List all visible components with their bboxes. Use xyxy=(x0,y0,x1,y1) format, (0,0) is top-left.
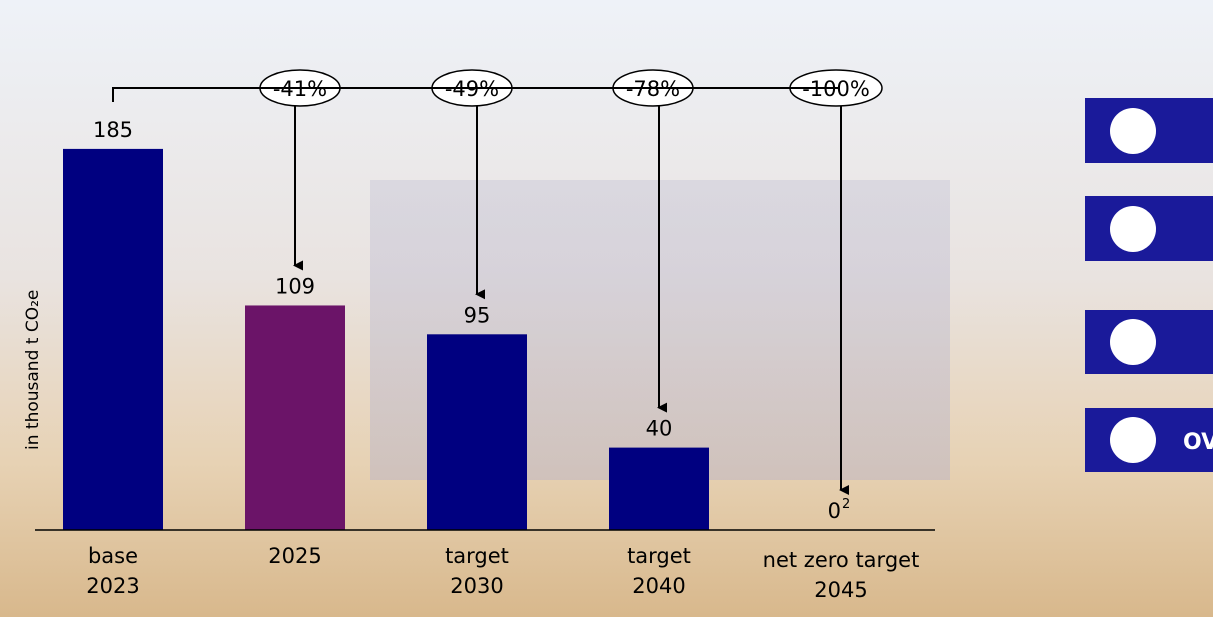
icon xyxy=(1110,206,1156,252)
value-label: 95 xyxy=(464,303,491,327)
bar xyxy=(609,447,709,530)
footnote-mark: 2 xyxy=(842,497,850,512)
bar xyxy=(63,148,163,530)
value-label: 185 xyxy=(93,118,133,142)
icon xyxy=(1110,108,1156,154)
x-tick-label: 2040 xyxy=(632,574,685,598)
value-label: 40 xyxy=(646,417,673,441)
icon xyxy=(1110,417,1156,463)
x-tick-label: 2023 xyxy=(86,574,139,598)
bracket-line xyxy=(112,87,840,102)
value-label: 109 xyxy=(275,274,315,298)
x-tick-label: 2045 xyxy=(814,578,867,602)
x-tick-label: base xyxy=(88,544,138,568)
x-tick-label: net zero target xyxy=(763,548,920,572)
side-panel: OV xyxy=(1085,98,1213,472)
icon xyxy=(1110,319,1156,365)
x-tick-label: target xyxy=(445,544,509,568)
value-label: 0 xyxy=(828,499,841,523)
x-tick-label: 2025 xyxy=(268,544,321,568)
x-tick-label: 2030 xyxy=(450,574,503,598)
menu-label: OV xyxy=(1183,430,1213,455)
bar xyxy=(427,334,527,530)
bar xyxy=(245,305,345,530)
y-axis-label: in thousand t CO₂e xyxy=(23,290,43,450)
x-tick-label: target xyxy=(627,544,691,568)
